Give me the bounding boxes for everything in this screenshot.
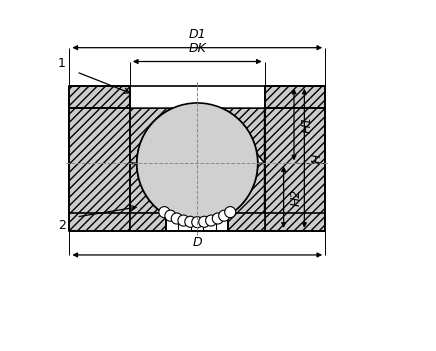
Ellipse shape bbox=[206, 215, 217, 226]
Text: D1: D1 bbox=[188, 28, 206, 41]
Polygon shape bbox=[265, 86, 325, 108]
Polygon shape bbox=[130, 164, 164, 213]
Text: 1: 1 bbox=[58, 57, 66, 70]
Polygon shape bbox=[130, 213, 166, 231]
Polygon shape bbox=[222, 108, 265, 164]
Text: H1: H1 bbox=[300, 116, 313, 133]
Ellipse shape bbox=[192, 217, 203, 228]
Text: D: D bbox=[192, 236, 202, 249]
Polygon shape bbox=[130, 108, 173, 164]
Ellipse shape bbox=[199, 216, 210, 227]
Polygon shape bbox=[69, 86, 130, 108]
Polygon shape bbox=[166, 213, 228, 231]
Ellipse shape bbox=[171, 213, 182, 224]
Ellipse shape bbox=[165, 210, 176, 221]
Text: 2: 2 bbox=[58, 219, 66, 232]
Ellipse shape bbox=[225, 207, 236, 218]
Ellipse shape bbox=[219, 210, 230, 221]
Polygon shape bbox=[265, 108, 325, 231]
Polygon shape bbox=[231, 164, 265, 213]
Polygon shape bbox=[69, 108, 130, 231]
Text: DK: DK bbox=[188, 42, 206, 55]
Ellipse shape bbox=[185, 216, 196, 227]
Ellipse shape bbox=[137, 103, 258, 224]
Polygon shape bbox=[228, 213, 265, 231]
Text: H2: H2 bbox=[290, 188, 303, 206]
Text: H: H bbox=[310, 153, 324, 163]
Ellipse shape bbox=[159, 207, 170, 218]
Ellipse shape bbox=[212, 213, 223, 224]
Ellipse shape bbox=[178, 215, 189, 226]
